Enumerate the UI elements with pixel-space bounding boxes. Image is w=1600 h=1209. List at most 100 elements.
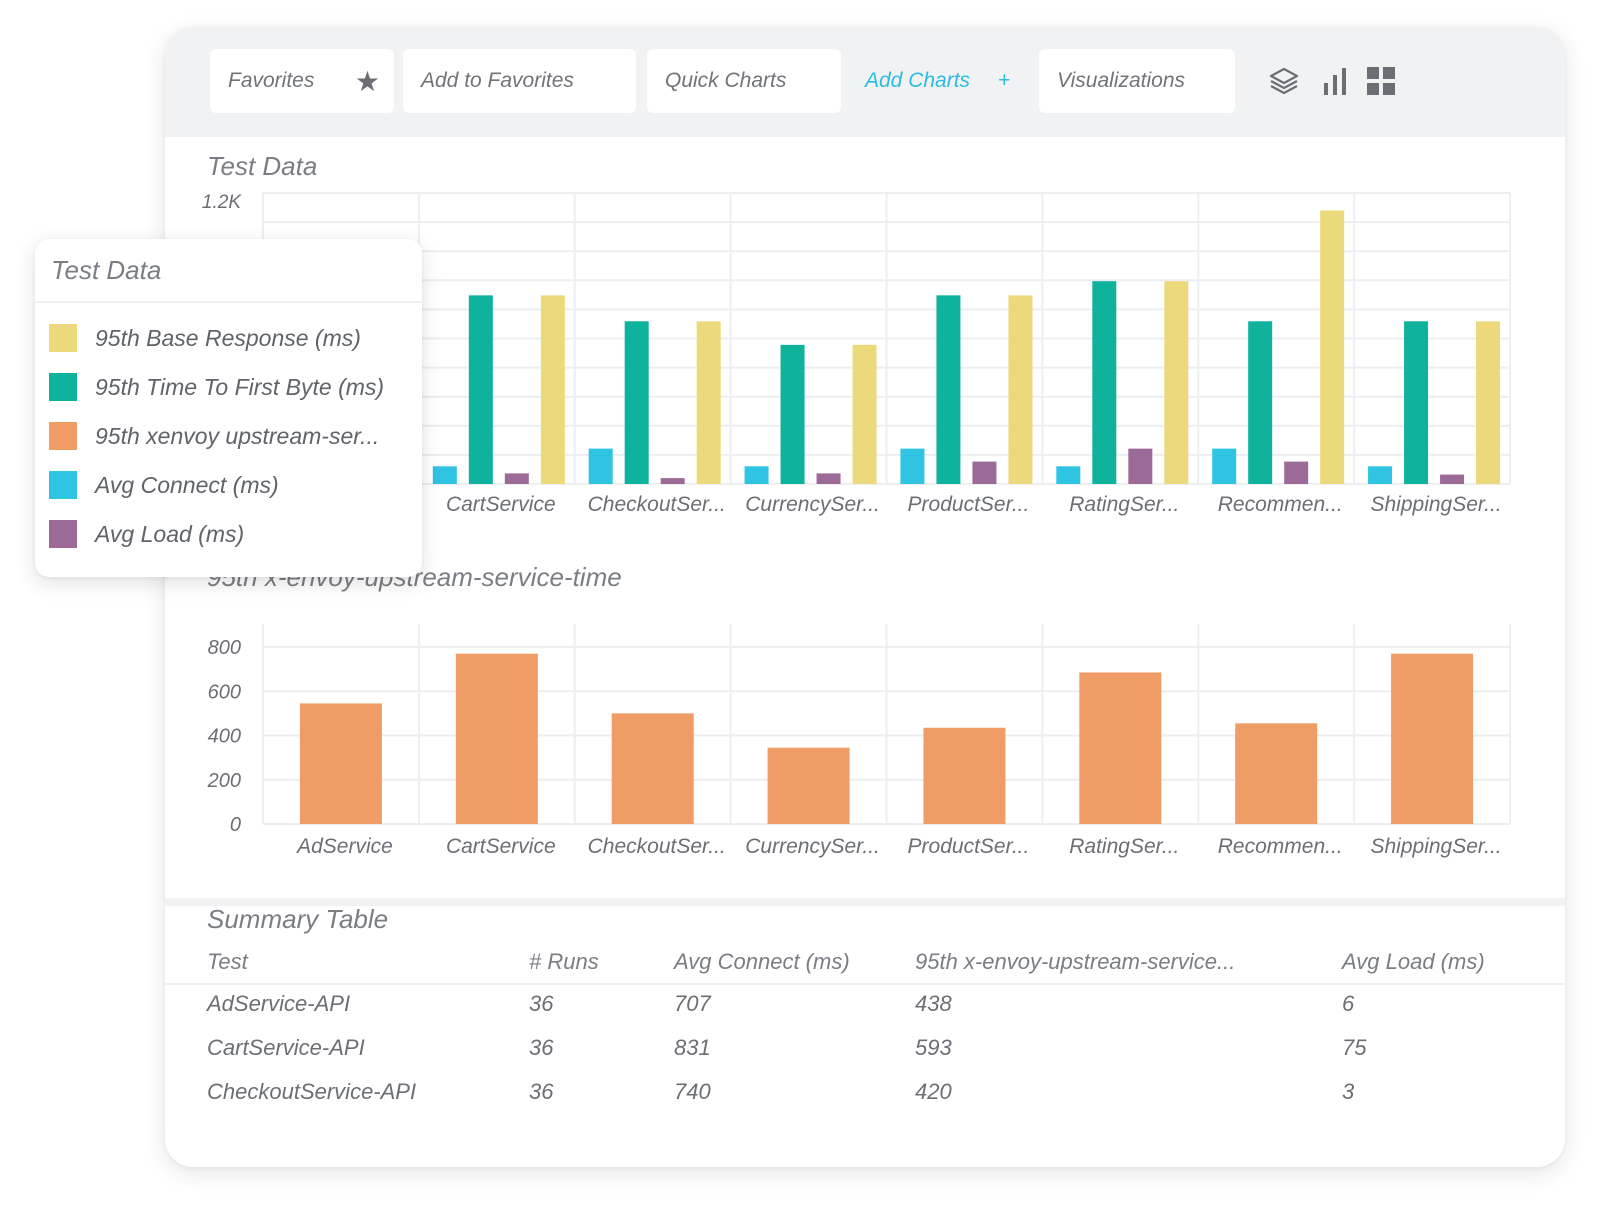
cell-test: CartService-API (207, 1035, 365, 1060)
legend-item-avg-load[interactable]: Avg Load (ms) (49, 519, 419, 549)
add-to-favorites-label: Add to Favorites (421, 69, 574, 92)
x-tick-label: RatingSer... (1069, 835, 1179, 858)
bar-2-6 (1284, 461, 1309, 484)
x-tick-label: ShippingSer... (1370, 493, 1501, 516)
bar-chart-icon[interactable] (1321, 65, 1349, 102)
layers-icon-graphic (1269, 67, 1299, 95)
legend-swatch (49, 520, 77, 548)
cell-avg-load: 6 (1342, 991, 1355, 1016)
cell-runs: 36 (529, 1079, 554, 1104)
envoy-chart: 0 200 400 600 800 AdService CartService Checkou… (207, 624, 1511, 858)
x-tick-label: Recommen... (1218, 493, 1343, 516)
star-icon[interactable]: ★ (354, 66, 380, 97)
bar-envoy-4 (923, 727, 1006, 824)
cell-runs: 36 (529, 1035, 554, 1060)
bar-envoy-6 (1235, 723, 1318, 824)
bar-envoy-7 (1391, 653, 1474, 824)
bar-0-3 (744, 466, 769, 484)
x-tick-label: CurrencySer... (745, 835, 880, 858)
legend-title: Test Data (51, 255, 162, 285)
bar-envoy-3 (767, 747, 850, 824)
favorites-label: Favorites (228, 69, 315, 92)
header-envoy[interactable]: 95th x-envoy-upstream-service... (915, 949, 1236, 974)
legend-swatch (49, 422, 77, 450)
x-tick-label: CurrencySer... (745, 493, 880, 516)
table-row[interactable]: AdService-API 36 707 438 6 (165, 991, 1565, 1021)
y-tick-label: 0 (230, 814, 241, 836)
bar-0-4 (900, 448, 925, 484)
header-test[interactable]: Test (207, 949, 248, 974)
legend-swatch (49, 324, 77, 352)
legend-label: 95th xenvoy upstream-ser... (95, 423, 380, 449)
bar-envoy-2 (611, 713, 694, 824)
legend-item-xenvoy[interactable]: 95th xenvoy upstream-ser... (49, 421, 419, 451)
header-runs[interactable]: # Runs (529, 949, 599, 974)
summary-table-title: Summary Table (207, 904, 389, 934)
bar-3-4 (1008, 295, 1033, 484)
bar-1-5 (1092, 281, 1117, 484)
header-avg-connect[interactable]: Avg Connect (ms) (674, 949, 850, 974)
bar-0-6 (1212, 448, 1237, 484)
y-tick-label: 200 (207, 770, 241, 792)
cell-avg-load: 3 (1342, 1079, 1355, 1104)
bar-3-1 (540, 295, 565, 484)
bar-0-2 (588, 448, 613, 484)
bar-2-3 (816, 473, 841, 484)
bar-3-7 (1476, 321, 1501, 484)
cell-runs: 36 (529, 991, 554, 1016)
legend-swatch (49, 471, 77, 499)
table-row[interactable]: CheckoutService-API 36 740 420 3 (165, 1079, 1565, 1109)
bar-1-7 (1404, 321, 1429, 484)
cell-envoy: 438 (915, 991, 952, 1016)
favorites-button[interactable]: Favorites ★ (210, 49, 394, 113)
x-tick-label: ShippingSer... (1370, 835, 1501, 858)
x-tick-label: CartService (446, 493, 556, 516)
x-tick-label: RatingSer... (1069, 493, 1179, 516)
visualizations-button[interactable]: Visualizations (1039, 49, 1235, 113)
y-tick-label: 800 (208, 637, 241, 659)
legend-separator (35, 301, 422, 303)
test-data-chart-title: Test Data (207, 151, 318, 181)
cell-avg-connect: 831 (674, 1035, 711, 1060)
bar-0-5 (1056, 466, 1081, 484)
add-to-favorites-button[interactable]: Add to Favorites (403, 49, 636, 113)
cell-avg-load: 75 (1342, 1035, 1367, 1060)
x-tick-label: CheckoutSer... (588, 835, 726, 858)
legend-item-ttfb[interactable]: 95th Time To First Byte (ms) (49, 372, 419, 402)
legend-label: 95th Time To First Byte (ms) (95, 374, 385, 400)
bar-2-7 (1440, 474, 1465, 484)
toolbar: Favorites ★ Add to Favorites Quick Chart… (165, 27, 1565, 137)
y-tick-label: 400 (208, 726, 241, 748)
bar-2-5 (1128, 448, 1153, 484)
bar-2-2 (660, 478, 685, 484)
quick-charts-button[interactable]: Quick Charts (647, 49, 841, 113)
cell-envoy: 420 (915, 1079, 952, 1104)
cell-avg-connect: 707 (674, 991, 711, 1016)
x-tick-label: CheckoutSer... (588, 493, 726, 516)
grid-icon[interactable] (1365, 65, 1397, 102)
bar-0-7 (1368, 466, 1393, 484)
legend-label: Avg Connect (ms) (95, 472, 279, 498)
x-tick-label: Recommen... (1218, 835, 1343, 858)
layers-icon[interactable] (1268, 65, 1300, 102)
legend-item-base-response[interactable]: 95th Base Response (ms) (49, 323, 419, 353)
bar-chart-icon-graphic (1324, 68, 1346, 95)
bar-1-6 (1248, 321, 1273, 484)
cell-test: CheckoutService-API (207, 1079, 417, 1104)
cell-test: AdService-API (207, 991, 351, 1016)
bar-envoy-5 (1079, 672, 1162, 824)
bar-1-4 (936, 295, 961, 484)
cell-envoy: 593 (915, 1035, 952, 1060)
legend-card: Test Data 95th Base Response (ms) 95th T… (35, 239, 422, 577)
bar-0-1 (432, 466, 457, 484)
add-charts-link[interactable]: Add Charts + (865, 49, 1025, 113)
legend-item-avg-connect[interactable]: Avg Connect (ms) (49, 470, 419, 500)
grid-icon-graphic (1367, 67, 1395, 95)
bar-3-2 (696, 321, 721, 484)
section-divider (165, 898, 1565, 906)
table-row[interactable]: CartService-API 36 831 593 75 (165, 1035, 1565, 1065)
bar-envoy-0 (299, 703, 382, 824)
bar-3-3 (852, 344, 877, 484)
dashboard-card: Favorites ★ Add to Favorites Quick Chart… (165, 27, 1565, 1167)
header-avg-load[interactable]: Avg Load (ms) (1342, 949, 1485, 974)
